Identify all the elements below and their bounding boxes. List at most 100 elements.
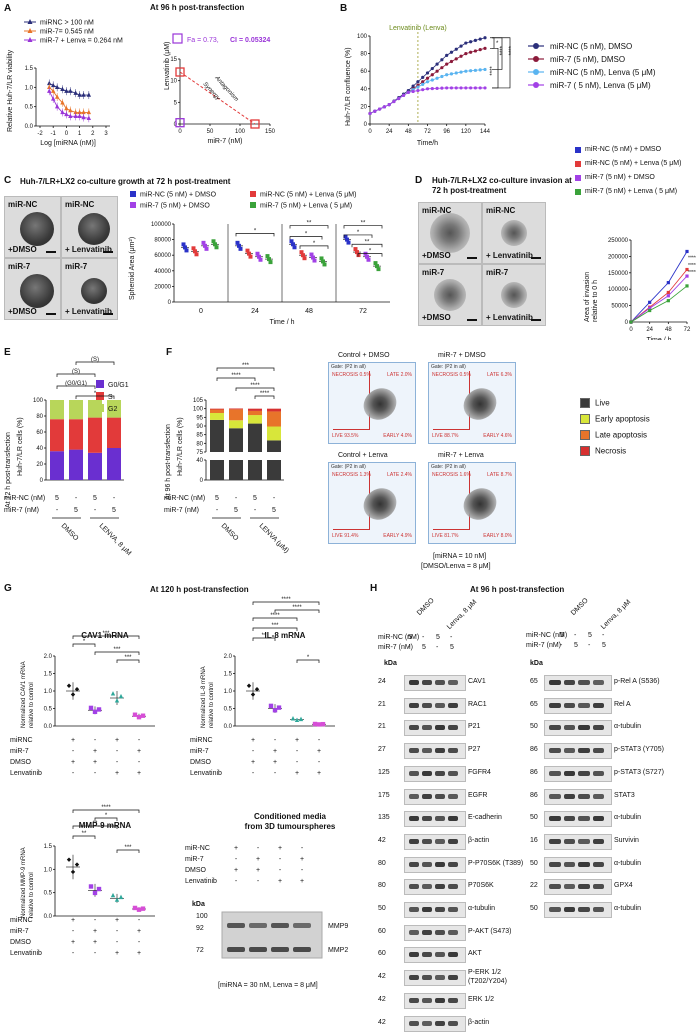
blot-band <box>422 748 432 754</box>
series-line <box>630 251 688 323</box>
blot-band <box>549 838 561 844</box>
data-point <box>316 722 322 727</box>
band-label: P21 <box>468 723 481 731</box>
panel-letter: G <box>4 583 12 594</box>
data-point <box>299 250 304 255</box>
blot-band <box>592 861 604 867</box>
data-point <box>47 84 52 90</box>
row-value: - <box>116 939 119 946</box>
row-value: - <box>296 759 299 766</box>
invasion-area <box>430 213 470 253</box>
data-point <box>213 242 217 247</box>
stacked-bar-segment <box>50 451 64 480</box>
quadrant-live: LIVE 88.7% <box>432 433 459 439</box>
row-value: - <box>252 748 255 755</box>
stacked-bar-segment <box>248 415 262 424</box>
sig-bracket <box>116 849 140 853</box>
sig-bracket <box>235 233 275 237</box>
data-point <box>478 68 482 72</box>
data-point <box>435 76 439 80</box>
band-label: α-tubulin <box>614 723 642 731</box>
y-axis-tick-label: 1.0 <box>25 85 34 91</box>
blot-membrane <box>544 675 612 691</box>
data-point <box>401 93 406 97</box>
row-label: miRNC <box>10 917 33 924</box>
data-point <box>411 84 415 88</box>
data-point <box>211 239 216 244</box>
stacked-bar-segment <box>229 420 243 429</box>
row-value: + <box>251 759 255 766</box>
row-value: - <box>138 939 141 946</box>
panel-letter: F <box>166 347 173 358</box>
y-axis-tick-label: 150000 <box>608 271 629 277</box>
row-value: - <box>113 495 116 502</box>
data-point <box>416 88 420 93</box>
stacked-bar-segment <box>210 409 224 413</box>
ci-label: CI = 0.05324 <box>230 37 270 44</box>
data-point <box>235 240 240 245</box>
x-axis-tick-label: 0 <box>199 308 203 315</box>
sig-bracket-label: *** <box>113 647 121 653</box>
dose-response-chart: miRNC > 100 nM miR-7= 0.545 nM miR-7 + Len… <box>7 19 276 147</box>
row-value: 5 <box>574 642 578 649</box>
data-point <box>478 48 482 52</box>
blot-band <box>435 929 445 935</box>
data-point <box>454 71 458 75</box>
blot-band <box>578 770 590 776</box>
blot-band <box>578 884 590 890</box>
blot-membrane <box>544 856 612 873</box>
blot-band <box>422 816 432 822</box>
band-label: AKT <box>468 950 482 958</box>
y-axis-tick-label: 1.5 <box>25 66 34 72</box>
blot-band <box>448 748 458 754</box>
x-axis-tick-label: 0 <box>629 327 633 333</box>
col-label: Lenva, 8 μM <box>600 598 633 631</box>
row-value: - <box>574 632 577 639</box>
row-value: + <box>93 748 97 755</box>
blot-band <box>563 702 575 708</box>
row-value: + <box>93 939 97 946</box>
row-label: Lenvatinib <box>10 770 42 777</box>
data-point <box>136 907 142 912</box>
row-label: Lenvatinib <box>10 950 42 957</box>
legend-swatch <box>250 202 256 208</box>
data-point <box>666 299 670 303</box>
data-point <box>430 66 434 71</box>
scale-bar <box>103 251 113 253</box>
sig-bracket <box>252 637 276 641</box>
data-point <box>685 249 689 254</box>
row-value: + <box>317 770 321 777</box>
blot-band <box>435 861 445 867</box>
y-axis-tick-label: 20000 <box>154 284 171 290</box>
flow-title: miR-7 + DMSO <box>438 352 486 359</box>
row-label: DMSO <box>10 939 32 946</box>
legend-swatch <box>575 174 581 181</box>
legend-label: G2 <box>108 406 117 413</box>
x-axis-label: Time/h <box>417 140 438 147</box>
kda-marker: 86 <box>530 791 538 799</box>
data-point <box>440 74 444 79</box>
data-point <box>73 109 78 115</box>
row-value: - <box>75 495 78 502</box>
blot-band <box>448 861 458 867</box>
data-point <box>51 88 56 93</box>
sig-bracket <box>94 651 140 655</box>
y-axis-tick-label: 1.0 <box>224 689 233 695</box>
x-axis-label: Log [miRNA (nM)] <box>40 140 96 147</box>
quadrant-early: EARLY 4.9% <box>383 533 412 539</box>
x-axis-tick-label: 1 <box>78 131 82 137</box>
data-point <box>440 86 444 90</box>
blot-band-mmp2 <box>293 947 311 952</box>
y-axis-tick-label: 60000 <box>154 253 171 259</box>
iso-x-axis-tick-label: 150 <box>265 129 276 135</box>
side-label: At 96 h post-transfection <box>165 424 172 500</box>
data-point <box>430 78 434 82</box>
data-point <box>60 100 65 105</box>
blot-band-mmp2 <box>249 947 267 952</box>
quadrant-live: LIVE 93.5% <box>332 433 359 439</box>
data-point <box>74 862 80 867</box>
kda-marker: 42 <box>378 973 386 981</box>
data-point <box>257 254 261 259</box>
data-point <box>406 90 410 94</box>
blot-membrane <box>544 720 612 737</box>
